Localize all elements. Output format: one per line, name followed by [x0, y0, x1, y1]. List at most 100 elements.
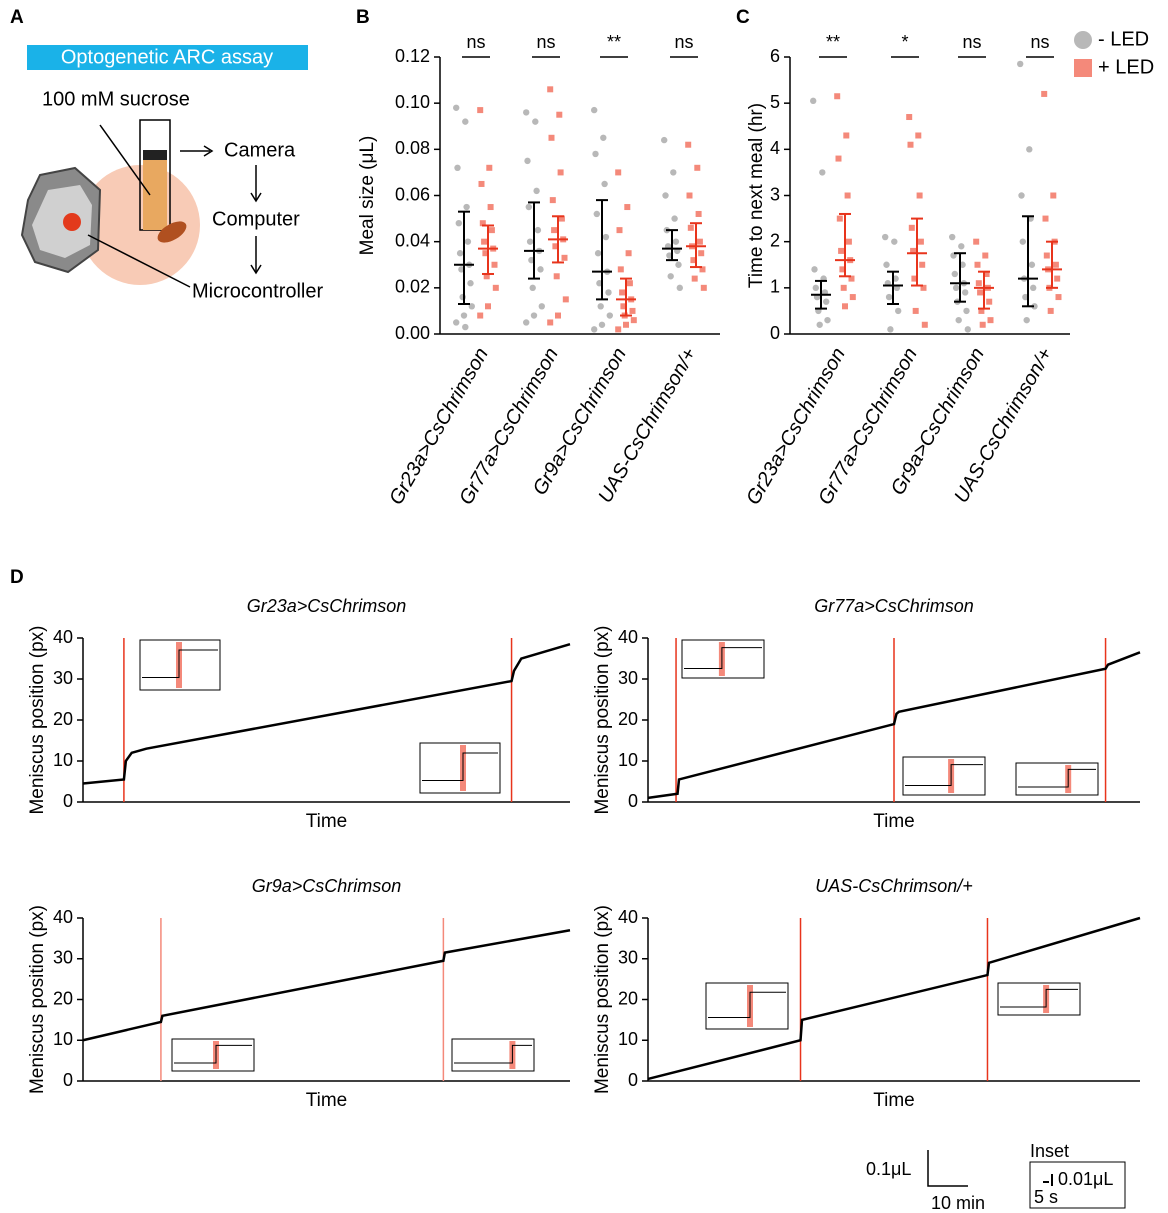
- data-point: [477, 313, 483, 319]
- data-point: [477, 107, 483, 113]
- data-point: [1048, 308, 1054, 314]
- data-point: [1023, 317, 1029, 323]
- data-point: [906, 114, 912, 120]
- data-point: [591, 107, 597, 113]
- data-point: [883, 262, 889, 268]
- data-point: [594, 211, 600, 217]
- significance: ns: [674, 32, 693, 52]
- legend-marker: [1074, 59, 1092, 77]
- data-point: [532, 118, 538, 124]
- y-tick-label: 30: [618, 948, 638, 968]
- data-point: [1053, 262, 1059, 268]
- data-point: [976, 280, 982, 286]
- y-tick-label: 5: [770, 92, 780, 112]
- data-point: [555, 313, 561, 319]
- y-tick-label: 2: [770, 230, 780, 250]
- y-axis-label: Time to next meal (hr): [746, 103, 767, 288]
- data-point: [834, 93, 840, 99]
- data-point: [836, 156, 842, 162]
- data-point: [922, 322, 928, 328]
- data-point: [697, 239, 703, 245]
- data-point: [956, 317, 962, 323]
- data-point: [846, 239, 852, 245]
- data-point: [485, 303, 491, 309]
- data-point: [595, 250, 601, 256]
- label: 100 mM sucrose: [42, 88, 190, 110]
- meniscus: [143, 150, 167, 160]
- data-point: [592, 151, 598, 157]
- scale-label: Inset: [1030, 1141, 1069, 1161]
- data-point: [530, 285, 536, 291]
- data-point: [551, 227, 557, 233]
- significance: ns: [962, 32, 981, 52]
- x-axis-label: Time: [306, 1090, 348, 1111]
- data-point: [701, 285, 707, 291]
- data-point: [687, 193, 693, 199]
- data-point: [463, 204, 469, 210]
- data-point: [461, 312, 467, 318]
- label: Computer: [212, 208, 300, 230]
- data-point: [1018, 192, 1024, 198]
- data-point: [675, 262, 681, 268]
- data-point: [623, 322, 629, 328]
- data-point: [810, 98, 816, 104]
- x-axis-label: Time: [873, 811, 915, 832]
- y-tick-label: 0: [628, 791, 638, 811]
- significance: ns: [466, 32, 485, 52]
- data-point: [481, 239, 487, 245]
- data-point: [952, 271, 958, 277]
- data-point: [694, 165, 700, 171]
- significance: ns: [536, 32, 555, 52]
- data-point: [467, 280, 473, 286]
- y-tick-label: 3: [770, 184, 780, 204]
- data-point: [895, 308, 901, 314]
- inset-box: [903, 757, 985, 795]
- y-tick-label: 20: [618, 709, 638, 729]
- data-point: [692, 276, 698, 282]
- data-point: [949, 234, 955, 240]
- inset-box: [1016, 763, 1098, 795]
- data-point: [908, 142, 914, 148]
- y-tick-label: 0.04: [395, 230, 430, 250]
- legend-label: - LED: [1098, 28, 1149, 50]
- y-tick-label: 10: [53, 750, 73, 770]
- legend-marker: [1074, 31, 1092, 49]
- data-point: [453, 319, 459, 325]
- x-axis-label: Time: [306, 811, 348, 832]
- inset-box: [998, 983, 1080, 1015]
- y-tick-label: 0: [628, 1070, 638, 1090]
- data-point: [962, 289, 968, 295]
- y-axis-label: Meniscus position (px): [27, 905, 48, 1094]
- data-point: [671, 215, 677, 221]
- data-point: [457, 250, 463, 256]
- legend-label: + LED: [1098, 56, 1154, 78]
- significance: *: [901, 32, 908, 52]
- data-point: [618, 266, 624, 272]
- x-axis-label: Time: [873, 1090, 915, 1111]
- chart-title: Gr23a>CsChrimson: [247, 596, 407, 616]
- y-tick-label: 40: [618, 627, 638, 647]
- y-tick-label: 0.12: [395, 46, 430, 66]
- data-point: [953, 285, 959, 291]
- data-point: [563, 296, 569, 302]
- data-point: [1043, 216, 1049, 222]
- y-tick-label: 4: [770, 138, 780, 158]
- data-point: [626, 250, 632, 256]
- data-point: [842, 303, 848, 309]
- data-point: [523, 319, 529, 325]
- data-point: [554, 273, 560, 279]
- y-tick-label: 10: [618, 1029, 638, 1049]
- data-point: [1020, 238, 1026, 244]
- y-tick-label: 10: [53, 1029, 73, 1049]
- data-point: [524, 158, 530, 164]
- data-point: [1044, 253, 1050, 259]
- data-point: [537, 266, 543, 272]
- data-point: [1026, 146, 1032, 152]
- data-point: [882, 234, 888, 240]
- y-tick-label: 40: [53, 907, 73, 927]
- data-point: [1017, 61, 1023, 67]
- data-point: [547, 86, 553, 92]
- data-point: [549, 135, 555, 141]
- data-point: [677, 285, 683, 291]
- data-point: [917, 193, 923, 199]
